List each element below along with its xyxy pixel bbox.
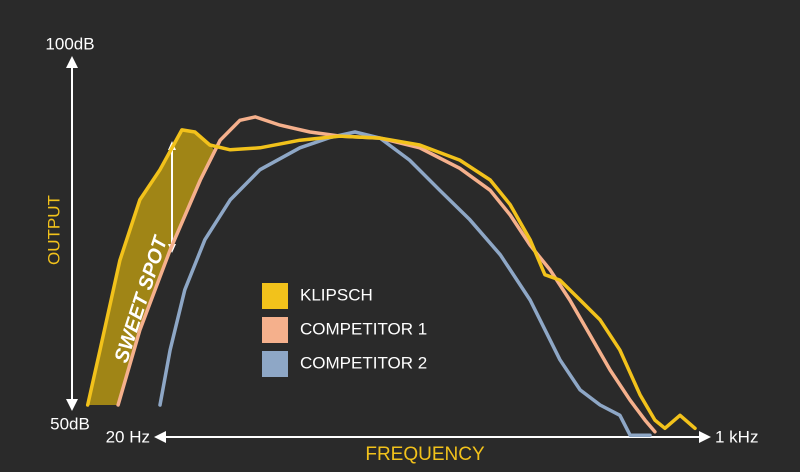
legend-label: KLIPSCH (300, 285, 373, 304)
y-arrow-top (66, 56, 78, 68)
series-line (116, 115, 657, 434)
x-tick-label: 1 kHz (715, 427, 758, 446)
series-line (85, 128, 697, 431)
sweet-spot-area (88, 130, 214, 405)
legend-swatch (262, 317, 288, 343)
x-arrow-left (154, 431, 166, 443)
y-tick-label: 50dB (50, 414, 90, 433)
x-arrow-right (699, 431, 711, 443)
legend-swatch (262, 283, 288, 309)
legend-swatch (262, 351, 288, 377)
series-line (158, 130, 652, 437)
x-axis-title: FREQUENCY (365, 444, 485, 465)
x-tick-label: 20 Hz (106, 427, 150, 446)
legend-label: COMPETITOR 2 (300, 353, 427, 372)
y-tick-label: 100dB (45, 34, 94, 53)
legend-label: COMPETITOR 1 (300, 319, 427, 338)
y-arrow-bottom (66, 399, 78, 411)
y-axis-title: OUTPUT (44, 195, 63, 265)
